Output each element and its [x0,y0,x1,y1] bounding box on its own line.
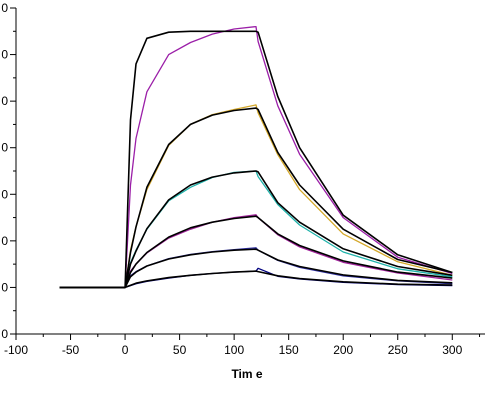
fit-curve-line [59,215,453,289]
fit-curve-line [59,170,453,289]
fit-curve-line [59,30,453,289]
fit-curve-line [59,248,453,289]
axes-layer: -100 -50 0 50 100 150 200 250 300 0 0 0 0 0 0 0 0 [1,1,485,357]
measured-series-line [59,104,453,289]
y-tick-label: 0 [1,280,8,294]
series-layer [59,25,453,289]
x-tick-label: 150 [279,343,299,357]
y-tick-label: 0 [1,327,8,341]
y-tick-label: 0 [1,94,8,108]
x-tick-label: -50 [62,343,80,357]
y-tick-label: 0 [1,187,8,201]
y-tick-label: 0 [1,234,8,248]
x-tick-label: 300 [442,343,462,357]
x-tick-label: 200 [333,343,353,357]
y-tick-label: 0 [1,48,8,62]
x-tick-label: 100 [224,343,244,357]
x-axis-title: Tim e [231,367,262,381]
x-tick-label: -100 [4,343,28,357]
fit-curve-line [59,270,453,289]
y-tick-label: 0 [1,1,8,15]
y-tick-label: 0 [1,141,8,155]
x-tick-label: 0 [122,343,129,357]
x-tick-label: 250 [388,343,408,357]
x-tick-label: 50 [173,343,187,357]
fit-curve-line [59,107,453,289]
measured-series-line [59,170,453,289]
